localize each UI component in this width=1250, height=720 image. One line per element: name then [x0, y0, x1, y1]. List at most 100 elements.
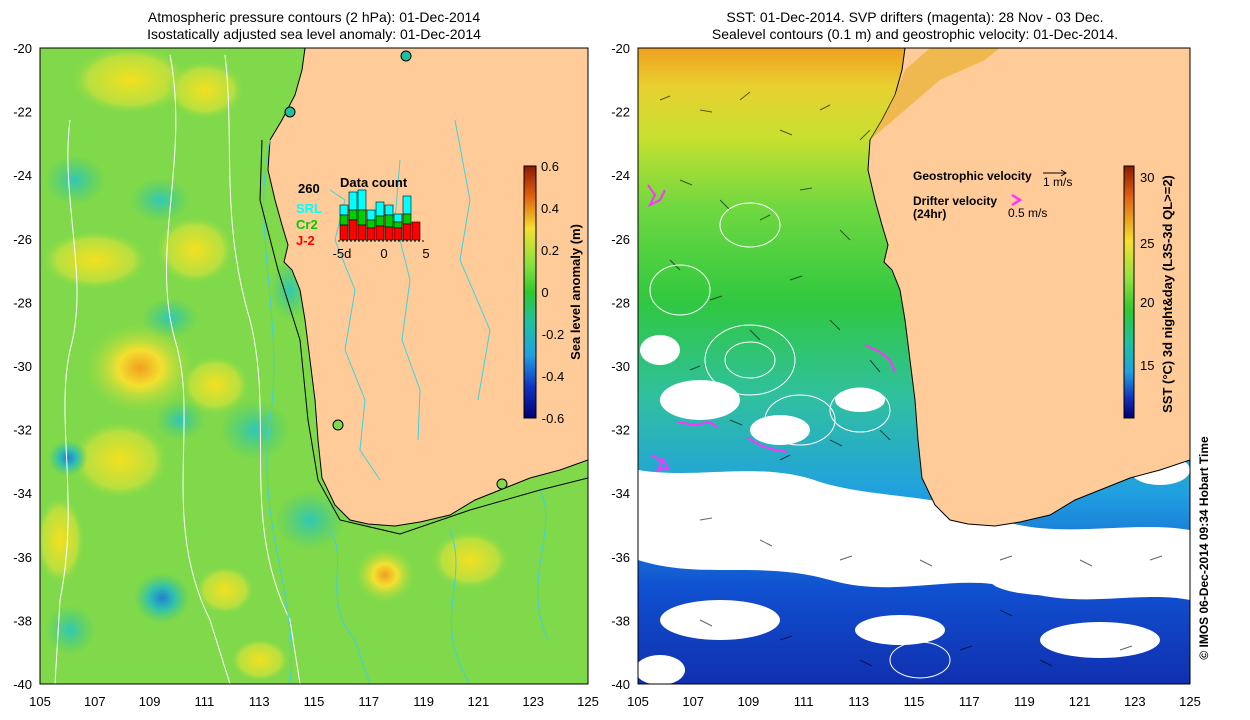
- right-y-tick: -22: [611, 105, 630, 120]
- left-title-line1: Atmospheric pressure contours (2 hPa): 0…: [147, 9, 481, 25]
- inset-legend-cr2: Cr2: [296, 217, 318, 232]
- left-y-tick: -40: [13, 677, 32, 692]
- sla-colorbar: 0.6 0.4 0.2 0 -0.2 -0.4 -0.6 Sea level a…: [523, 159, 583, 426]
- left-y-tick: -36: [13, 550, 32, 565]
- drifter-track: [651, 454, 670, 472]
- imos-credit: © IMOS 06-Dec-2014 09:34 Hobart Time: [1197, 436, 1211, 660]
- left-x-tick: 121: [468, 694, 490, 709]
- drifter-track: [647, 184, 666, 208]
- left-x-tick: 123: [522, 694, 544, 709]
- left-x-tick: 115: [304, 694, 325, 709]
- right-y-tick: -24: [611, 168, 630, 183]
- right-y-tick: -26: [611, 232, 630, 247]
- right-y-tick: -36: [611, 550, 630, 565]
- right-x-tick: 125: [1179, 694, 1201, 709]
- drifter-velocity-label-2: (24hr): [913, 207, 946, 221]
- sla-tick: -0.6: [542, 411, 564, 426]
- left-y-tick: -30: [13, 359, 32, 374]
- left-y-tick: -20: [13, 41, 32, 56]
- left-x-tick: 107: [84, 694, 106, 709]
- left-map-frame: [39, 47, 589, 685]
- inset-title: Data count: [340, 175, 408, 190]
- drifter-velocity-arrowhead: [1011, 193, 1023, 207]
- left-x-tick: 119: [413, 694, 434, 709]
- right-y-tick: -32: [611, 423, 630, 438]
- geo-velocity-arrowhead: [1060, 169, 1067, 177]
- sst-tick: 30: [1140, 170, 1154, 185]
- inset-legend-srl: SRL: [296, 201, 322, 216]
- left-shelf-edge: [259, 139, 588, 535]
- sst-tick: 20: [1140, 295, 1154, 310]
- right-x-axis: 105 107 109 111 113 115 117 119 121 123 …: [627, 694, 1201, 709]
- left-station-2: [496, 478, 508, 490]
- left-y-tick: -28: [13, 295, 32, 310]
- right-y-tick: -30: [611, 359, 630, 374]
- right-x-tick: 117: [959, 694, 980, 709]
- left-y-tick: -38: [13, 613, 32, 628]
- left-x-tick: 109: [139, 694, 161, 709]
- left-station-3: [400, 50, 412, 62]
- sst-tick: 15: [1140, 358, 1154, 373]
- left-y-tick: -22: [13, 105, 32, 120]
- right-map-frame: [637, 47, 1191, 685]
- sla-anomaly-blobs: [40, 48, 510, 682]
- left-title-line2: Isostatically adjusted sea level anomaly…: [147, 26, 481, 42]
- sst-colorbar: 30 25 20 15 SST (°C) 3d night&day (L3S-3…: [1123, 165, 1175, 419]
- sst-tick: 25: [1140, 236, 1154, 251]
- left-x-tick: 111: [195, 694, 215, 709]
- left-y-axis: -20 -22 -24 -26 -28 -30 -32 -34 -36 -38 …: [13, 41, 32, 692]
- left-y-tick: -34: [13, 486, 32, 501]
- right-y-tick: -34: [611, 486, 630, 501]
- left-x-axis: 105 107 109 111 113 115 117 119 121 123 …: [29, 694, 599, 709]
- left-y-tick: -24: [13, 168, 32, 183]
- left-x-tick: 125: [577, 694, 599, 709]
- left-station-4: [284, 106, 296, 118]
- right-y-tick: -40: [611, 677, 630, 692]
- right-x-tick: 119: [1014, 694, 1035, 709]
- inset-total: 260: [298, 181, 320, 196]
- drifter-track: [747, 437, 789, 453]
- right-x-tick: 109: [738, 694, 760, 709]
- right-x-tick: 111: [794, 694, 814, 709]
- right-x-tick: 123: [1124, 694, 1146, 709]
- inset-bars: [339, 189, 421, 241]
- right-map: [638, 48, 1190, 684]
- right-y-tick: -38: [611, 613, 630, 628]
- inset-tick: -5d: [333, 246, 352, 261]
- inset-legend-j2: J-2: [296, 233, 315, 248]
- sla-tick: 0.4: [541, 201, 559, 216]
- right-x-tick: 121: [1069, 694, 1091, 709]
- left-map: [40, 48, 588, 684]
- left-land-contour-2: [394, 159, 421, 441]
- sla-tick: 0: [541, 285, 548, 300]
- sla-contours: [263, 139, 549, 684]
- inset-tick: 0: [380, 246, 387, 261]
- left-australia-land: [267, 48, 588, 527]
- right-velocity-legend: Geostrophic velocity 1 m/s Drifter veloc…: [913, 169, 1072, 221]
- sla-tick: -0.2: [542, 327, 564, 342]
- geo-velocity-scale: 1 m/s: [1043, 175, 1072, 189]
- geo-velocity-label: Geostrophic velocity: [913, 169, 1032, 183]
- right-x-tick: 115: [904, 694, 925, 709]
- right-y-tick: -20: [611, 41, 630, 56]
- left-x-tick: 117: [358, 694, 379, 709]
- sst-colorbar-label: SST (°C) 3d night&day (L3S-3d QL>=2): [1160, 175, 1175, 413]
- right-title: SST: 01-Dec-2014. SVP drifters (magenta)…: [620, 9, 1210, 43]
- right-y-tick: -28: [611, 295, 630, 310]
- sealevel-contours: [639, 202, 1190, 679]
- sst-colorbar-ramp: [1123, 165, 1135, 419]
- pressure-contours: [54, 54, 301, 684]
- right-y-axis: -20 -22 -24 -26 -28 -30 -32 -34 -36 -38 …: [611, 41, 630, 692]
- sla-colorbar-label: Sea level anomaly (m): [568, 224, 583, 360]
- right-nw-warm-water: [870, 48, 1000, 140]
- right-x-tick: 105: [627, 694, 649, 709]
- sla-tick: 0.6: [541, 159, 559, 174]
- left-title: Atmospheric pressure contours (2 hPa): 0…: [40, 9, 588, 43]
- right-x-tick: 113: [848, 694, 869, 709]
- drifter-track: [864, 344, 896, 373]
- drifter-track: [677, 420, 719, 429]
- right-title-line2: Sealevel contours (0.1 m) and geostrophi…: [711, 26, 1119, 42]
- sla-colorbar-ramp: [523, 165, 537, 419]
- data-count-inset: 260 Data count SRL Cr2 J-2 -5d 0 5: [296, 175, 430, 261]
